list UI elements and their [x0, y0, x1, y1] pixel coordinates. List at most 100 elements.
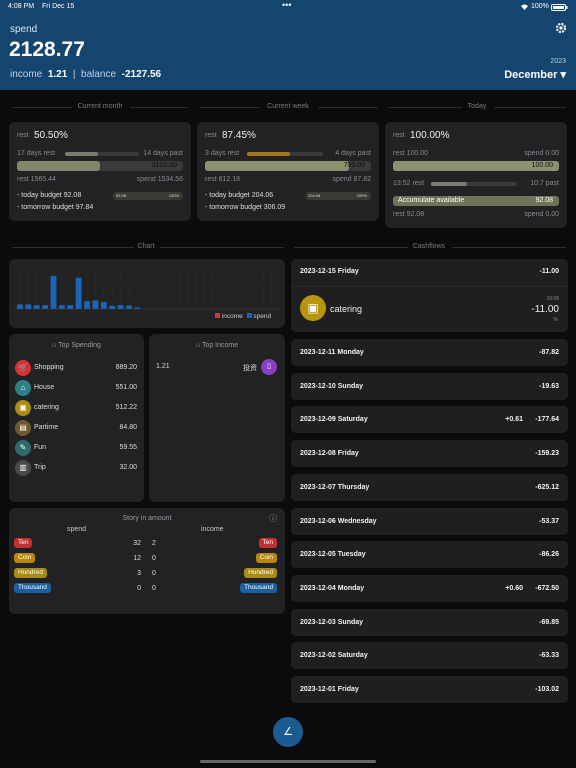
budget-total: 100.00 — [531, 162, 553, 169]
story-tag-income: Coin — [255, 553, 277, 563]
cashflow-day-row[interactable]: 2023-12-03 Sunday -69.85 — [291, 608, 568, 636]
year-label: 2023 — [550, 58, 566, 65]
spending-item[interactable]: ⌂ House 551.00 — [9, 380, 144, 398]
chart-bar-spend — [58, 305, 65, 309]
days-rest: 3 days rest — [205, 150, 240, 157]
separator: | — [72, 69, 76, 80]
spending-item[interactable]: ▤ Partime 84.80 — [9, 420, 144, 438]
chart-bar-spend — [17, 304, 23, 309]
today-budget-pill: 204.06 100% — [305, 192, 371, 200]
cashflow-total: -69.85 — [539, 618, 559, 626]
cashflow-date: 2023-12-09 Saturday — [300, 416, 368, 424]
cashflow-date: 2023-12-03 Sunday — [300, 618, 364, 626]
battery-percent: 100% — [531, 3, 549, 10]
cashflow-date: 2023-12-02 Saturday — [300, 652, 368, 660]
story-title: Story in amount — [122, 515, 172, 522]
add-record-button[interactable]: ∠ — [273, 717, 303, 747]
partime-icon: ▤ — [15, 420, 31, 436]
rest-percent: 87.45% — [222, 130, 256, 141]
cashflow-day-row[interactable]: 2023-12-09 Saturday +0.61 -177.64 — [291, 406, 568, 434]
cashflow-day-row[interactable]: 2023-12-10 Sunday -19.63 — [291, 372, 568, 400]
chart-bar-spend — [25, 304, 32, 309]
cashflow-date: 2023-12-06 Wednesday — [300, 517, 377, 525]
chart-bar-spend — [126, 305, 132, 309]
top-spending-card[interactable]: ⌂ Top Spending 🛒 Shopping 889.20 ⌂ House… — [9, 334, 144, 502]
days-past: 14 days past — [143, 150, 183, 157]
cashflow-total: -11.00 — [539, 268, 559, 275]
cashflow-date: 2023-12-05 Tuesday — [300, 551, 366, 559]
spending-item[interactable]: ▣ catering 512.22 — [9, 400, 144, 418]
pill-value: 204.06 — [308, 193, 321, 198]
budget-bar: 700.00 — [205, 161, 371, 171]
story-tag-income: Ten — [258, 538, 277, 548]
spend-amount: spend 87.82 — [332, 176, 371, 183]
top-income-title: Top Income — [201, 342, 239, 349]
cashflow-total: -19.63 — [539, 382, 559, 390]
divider — [318, 107, 378, 108]
time-progress — [431, 182, 517, 186]
accumulate-value: 92.08 — [535, 197, 553, 204]
spending-item[interactable]: ▥ Trip 32.00 — [9, 460, 144, 478]
top-spending-header: ⌂ Top Spending — [9, 342, 144, 349]
spending-item[interactable]: ✎ Fun 59.55 — [9, 440, 144, 458]
cashflow-day-row[interactable]: 2023-12-07 Thursday -625.12 — [291, 473, 568, 501]
story-spend-count: 12 — [133, 555, 141, 562]
section-title-month: Current month — [77, 103, 123, 110]
story-row: Thousand 0 0 Thousand — [9, 583, 285, 595]
legend-spend: spend — [253, 313, 272, 320]
rest-amount: rest 100.00 — [393, 150, 429, 157]
section-title-week: Current week — [267, 103, 309, 110]
top-income-card[interactable]: ⌂ Top Income 1.21 投资 ▯ — [149, 334, 285, 502]
cashflow-day-row[interactable]: 2023-12-05 Tuesday -86.26 — [291, 541, 568, 569]
income-item-name: 投资 — [243, 365, 257, 372]
divider — [291, 286, 568, 287]
spend-header: spend — [67, 526, 87, 533]
story-income-count: 2 — [152, 540, 156, 547]
cashflow-day-row[interactable]: 2023-12-04 Monday +0.60 -672.50 — [291, 574, 568, 602]
today-budget-card[interactable]: rest 100.00% rest 100.00 spend 0.00 100.… — [385, 122, 567, 228]
story-tag-income: Hundred — [244, 568, 277, 578]
spending-item-name: Shopping — [34, 364, 64, 371]
chart-bar-spend — [50, 275, 57, 309]
cashflow-day-row[interactable]: 2023-12-06 Wednesday -53.37 — [291, 507, 568, 535]
cashflow-day-row[interactable]: 2023-12-01 Friday -103.02 — [291, 676, 568, 703]
spending-item-value: 32.00 — [119, 464, 137, 471]
cashflow-date: 2023-12-04 Monday — [300, 584, 365, 592]
cashflow-total: -63.33 — [539, 652, 559, 660]
month-selector[interactable]: December ▾ — [504, 69, 566, 81]
status-time: 4:08 PM — [8, 3, 35, 10]
balance-value: -2127.56 — [121, 69, 162, 80]
legend-swatch-income — [215, 313, 220, 318]
story-row: Coin 12 0 Coin — [9, 553, 285, 565]
story-card[interactable]: Story in amount ⓘ spend income Ten 32 2 … — [9, 508, 285, 614]
chart-bar-spend — [92, 300, 99, 309]
info-icon[interactable]: ⓘ — [269, 514, 277, 523]
cashflow-date: 2023-12-15 Friday — [300, 268, 359, 275]
gear-icon[interactable] — [554, 22, 568, 36]
pencil-icon: ∠ — [283, 726, 293, 738]
week-budget-card[interactable]: rest 87.45% 3 days rest 4 days past 700.… — [197, 122, 379, 221]
multitask-dots-icon[interactable]: ••• — [282, 0, 292, 10]
story-spend-count: 32 — [133, 540, 141, 547]
cashflow-day-row[interactable]: 2023-12-08 Friday -159.23 — [291, 440, 568, 468]
home-indicator — [200, 760, 376, 763]
chart-card[interactable]: income spend — [9, 259, 285, 328]
spending-item-value: 84.80 — [119, 424, 137, 431]
cashflow-day-row[interactable]: 2023-12-02 Saturday -63.33 — [291, 642, 568, 670]
story-spend-count: 3 — [137, 570, 141, 577]
month-budget-card[interactable]: rest 50.50% 17 days rest 14 days past 31… — [9, 122, 191, 221]
divider — [452, 247, 566, 248]
cashflow-income: +0.61 — [505, 416, 523, 424]
spending-item[interactable]: 🛒 Shopping 889.20 — [9, 360, 144, 378]
story-income-count: 0 — [152, 570, 156, 577]
story-tag-spend: Ten — [14, 538, 33, 548]
spending-item-name: Trip — [34, 464, 46, 471]
cashflow-total: -625.12 — [535, 483, 559, 491]
story-row: Ten 32 2 Ten — [9, 538, 285, 550]
rest-label: rest — [205, 132, 217, 139]
cashflow-income: +0.60 — [505, 584, 523, 592]
cashflow-date: 2023-12-08 Friday — [300, 450, 359, 458]
income-label: income — [10, 69, 43, 80]
cashflow-day-row[interactable]: 2023-12-11 Monday -87.82 — [291, 339, 568, 366]
cashflow-day-card[interactable]: 2023-12-15 Friday -11.00 ▣ catering 16:0… — [291, 259, 568, 332]
